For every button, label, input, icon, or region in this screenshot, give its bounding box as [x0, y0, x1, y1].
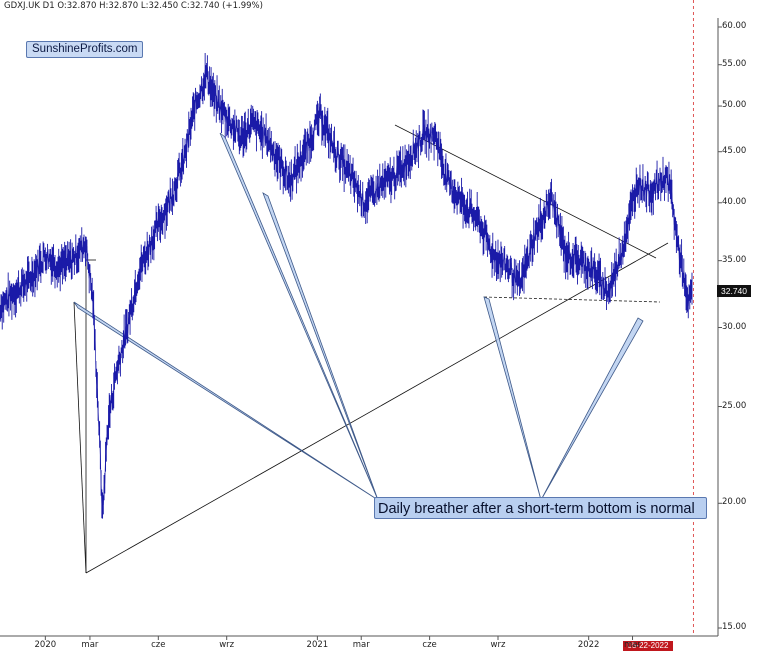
y-tick-label: 20.00: [722, 497, 747, 508]
y-tick-label: 55.00: [722, 58, 747, 69]
callout-pointer-3: [262, 192, 379, 501]
chart-header: GDXJ.UK D1 O:32.870 H:32.870 L:32.450 C:…: [4, 1, 263, 11]
trend-lines: [73, 0, 694, 636]
y-tick-label: 40.00: [722, 196, 747, 207]
y-tick-label: 50.00: [722, 100, 747, 111]
x-tick-label: 2021: [306, 640, 329, 650]
rising-trendline: [85, 242, 669, 574]
x-tick-label: 2020: [34, 640, 57, 650]
price-series: [0, 53, 693, 519]
x-tick-label: wrz: [219, 640, 235, 650]
price-bars: [0, 53, 693, 519]
callout-pointer-5: [540, 317, 644, 501]
y-tick-label: 30.00: [722, 321, 747, 332]
callout-pointer-2: [219, 132, 379, 501]
axes: [0, 18, 722, 640]
x-tick-label: mar: [352, 640, 370, 650]
price-line: [0, 67, 693, 506]
last-price-badge: 32.740: [717, 285, 751, 297]
x-tick-label: mar: [624, 640, 642, 650]
y-tick-label: 60.00: [722, 21, 747, 31]
y-tick-label: 25.00: [722, 400, 747, 411]
x-tick-label: 2022: [577, 640, 600, 650]
x-tick-label: wrz: [490, 640, 506, 650]
callout-label: Daily breather after a short-term bottom…: [374, 497, 707, 519]
x-tick-label: cze: [151, 640, 166, 650]
callout-pointer-1: [73, 301, 379, 501]
y-tick-label: 35.00: [722, 254, 747, 265]
logo: SunshineProfits.com: [26, 41, 144, 58]
date-marker-badge: 05-22-2022: [623, 641, 673, 651]
y-tick-label: 45.00: [722, 145, 747, 156]
callout-pointer-4: [483, 296, 542, 501]
x-tick-label: cze: [422, 640, 437, 650]
y-tick-label: 15.00: [722, 622, 747, 632]
x-tick-label: mar: [81, 640, 99, 650]
low-connector-line: [73, 301, 87, 574]
support-dashed-line: [483, 296, 661, 303]
